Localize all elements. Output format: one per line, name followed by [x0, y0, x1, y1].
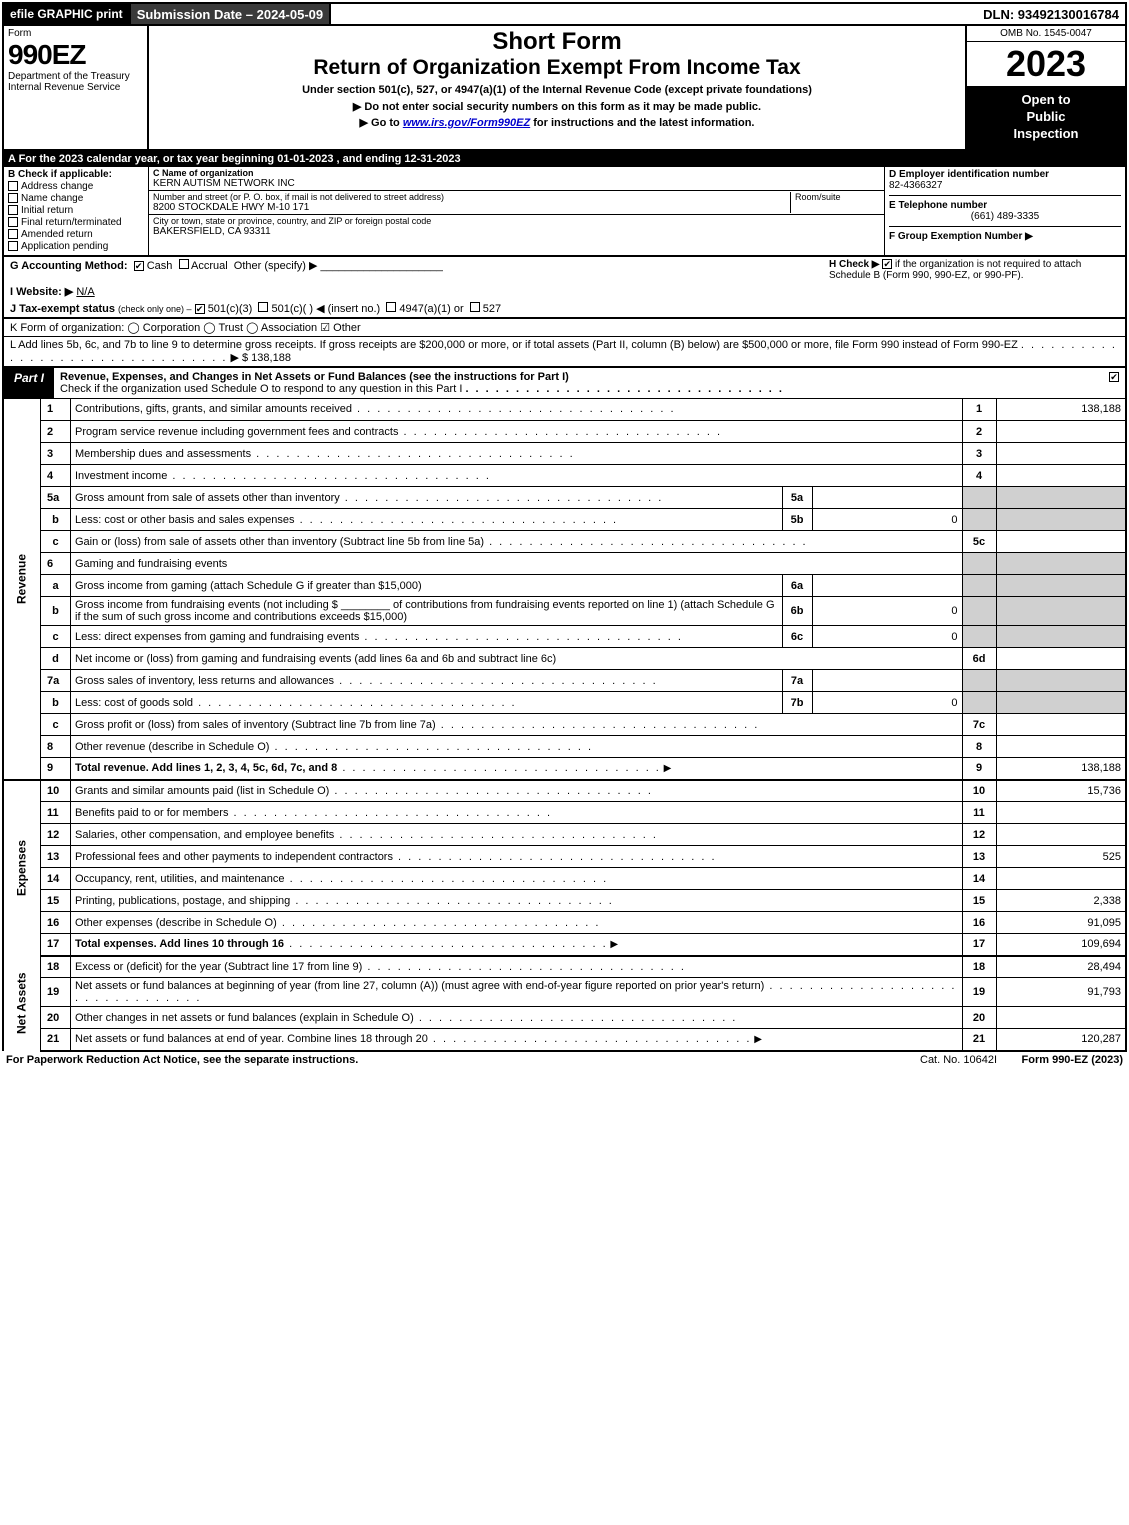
side-label-expenses: Expenses [3, 780, 41, 956]
dln-label: DLN: 93492130016784 [977, 4, 1125, 24]
amt-9: 138,188 [996, 758, 1126, 780]
cb-amended-return[interactable]: Amended return [8, 229, 144, 240]
column-c-org-info: C Name of organization KERN AUTISM NETWO… [149, 167, 885, 255]
header-right: OMB No. 1545-0047 2023 Open to Public In… [965, 26, 1125, 149]
form-number: 990EZ [8, 39, 143, 71]
efile-print-label[interactable]: efile GRAPHIC print [4, 4, 131, 24]
cb-527[interactable] [470, 302, 480, 312]
form-header: Form 990EZ Department of the Treasury In… [2, 26, 1127, 151]
section-k: K Form of organization: ◯ Corporation ◯ … [2, 319, 1127, 337]
city-label: City or town, state or province, country… [153, 216, 880, 226]
g-other: Other (specify) ▶ [234, 260, 318, 272]
info-grid: B Check if applicable: Address change Na… [2, 167, 1127, 257]
ein-label: D Employer identification number [889, 169, 1121, 180]
line-g-h: G Accounting Method: ✔ Cash Accrual Othe… [4, 257, 1125, 283]
cb-accrual[interactable] [179, 259, 189, 269]
line-j: J Tax-exempt status (check only one) – ✔… [4, 300, 1125, 317]
tax-year: 2023 [967, 42, 1125, 86]
tel-label: E Telephone number [889, 200, 1121, 211]
page-footer: For Paperwork Reduction Act Notice, see … [2, 1052, 1127, 1068]
cb-501c[interactable] [258, 302, 268, 312]
cb-4947[interactable] [386, 302, 396, 312]
short-form-title: Short Form [155, 28, 959, 56]
return-title: Return of Organization Exempt From Incom… [155, 56, 959, 80]
group-exemption-label: F Group Exemption Number ▶ [889, 231, 1121, 242]
city-value: BAKERSFIELD, CA 93311 [153, 226, 880, 237]
top-bar: efile GRAPHIC print Submission Date – 20… [2, 2, 1127, 26]
section-l-amount: ▶ $ 138,188 [230, 352, 290, 364]
cb-initial-return[interactable]: Initial return [8, 205, 144, 216]
cb-application-pending[interactable]: Application pending [8, 241, 144, 252]
part1-tab: Part I [4, 368, 54, 398]
section-l: L Add lines 5b, 6c, and 7b to line 9 to … [2, 337, 1127, 368]
h-box: H Check ▶ ✔ if the organization is not r… [829, 259, 1119, 281]
cb-address-change[interactable]: Address change [8, 181, 144, 192]
cb-cash[interactable]: ✔ [134, 261, 144, 271]
section-a-calendar-year: A For the 2023 calendar year, or tax yea… [2, 151, 1127, 167]
ssn-warning: ▶ Do not enter social security numbers o… [155, 100, 959, 113]
goto-link-line: ▶ Go to www.irs.gov/Form990EZ for instru… [155, 116, 959, 129]
paperwork-notice: For Paperwork Reduction Act Notice, see … [6, 1054, 358, 1066]
street-value: 8200 STOCKDALE HWY M-10 171 [153, 202, 790, 213]
side-label-netassets: Net Assets [3, 956, 41, 1051]
cb-schedule-b[interactable]: ✔ [882, 259, 892, 269]
col-b-title: B Check if applicable: [8, 169, 144, 180]
part1-title: Revenue, Expenses, and Changes in Net As… [54, 368, 1103, 398]
form-label: Form [8, 28, 143, 39]
section-l-text: L Add lines 5b, 6c, and 7b to line 9 to … [10, 339, 1018, 351]
column-b-checkboxes: B Check if applicable: Address change Na… [4, 167, 149, 255]
irs-link[interactable]: www.irs.gov/Form990EZ [403, 117, 530, 129]
part1-checkbox[interactable]: ✔ [1103, 368, 1125, 398]
submission-date: Submission Date – 2024-05-09 [131, 4, 331, 24]
header-left: Form 990EZ Department of the Treasury In… [4, 26, 149, 149]
ein-value: 82-4366327 [889, 180, 1121, 191]
omb-number: OMB No. 1545-0047 [967, 26, 1125, 42]
section-ghij: G Accounting Method: ✔ Cash Accrual Othe… [2, 257, 1127, 319]
org-name: KERN AUTISM NETWORK INC [153, 178, 880, 189]
lines-table: Revenue 1 Contributions, gifts, grants, … [2, 399, 1127, 1052]
line-i: I Website: ▶ N/A [4, 283, 1125, 300]
cb-501c3[interactable]: ✔ [195, 304, 205, 314]
g-label: G Accounting Method: [10, 260, 128, 272]
room-suite-label: Room/suite [790, 192, 880, 213]
street-label: Number and street (or P. O. box, if mail… [153, 192, 790, 202]
part1-check-note: Check if the organization used Schedule … [60, 383, 462, 395]
tel-value: (661) 489-3335 [889, 211, 1121, 222]
under-section-text: Under section 501(c), 527, or 4947(a)(1)… [155, 84, 959, 96]
column-def: D Employer identification number 82-4366… [885, 167, 1125, 255]
part1-header: Part I Revenue, Expenses, and Changes in… [2, 368, 1127, 399]
org-name-label: C Name of organization [153, 168, 880, 178]
irs-label: Internal Revenue Service [8, 82, 143, 93]
side-label-revenue: Revenue [3, 399, 41, 758]
header-center: Short Form Return of Organization Exempt… [149, 26, 965, 149]
website-value: N/A [76, 286, 94, 298]
cb-name-change[interactable]: Name change [8, 193, 144, 204]
topbar-spacer [331, 4, 977, 24]
cat-no: Cat. No. 10642I [920, 1054, 997, 1066]
amt-1: 138,188 [996, 399, 1126, 421]
inspection-badge: Open to Public Inspection [967, 86, 1125, 149]
dept-treasury: Department of the Treasury [8, 71, 143, 82]
cb-final-return[interactable]: Final return/terminated [8, 217, 144, 228]
form-ref: Form 990-EZ (2023) [1022, 1054, 1123, 1066]
